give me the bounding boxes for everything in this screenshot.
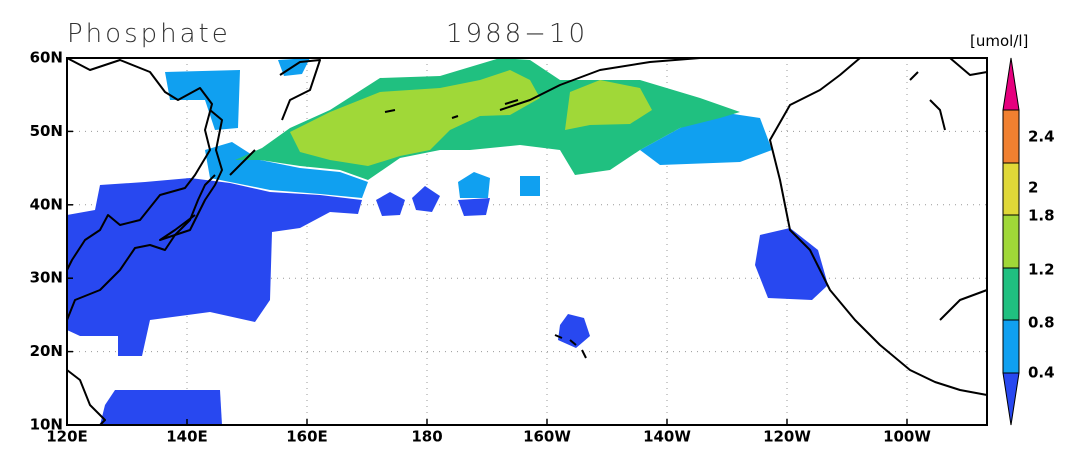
title: Phosphate [67,19,231,49]
field-mid [520,176,540,196]
field-high [565,80,652,130]
unit: [umol/l] [970,32,1028,50]
field-low [412,186,440,212]
colorbar-label: 2.4 [1028,128,1055,146]
x-tick-label: 120W [763,428,811,446]
x-tick-label: 100W [883,428,931,446]
x-tick-label: 160E [286,428,328,446]
colorbar-swatch [1002,214,1020,269]
x-tick-label: 140E [166,428,208,446]
field-mid [458,172,490,198]
y-tick-label: 10N [30,416,63,434]
field-low [67,178,362,356]
labels: 120E 140E 160E 180 160W 140W 120W 100W 60N 50N 40N… [30,49,1055,446]
colorbar-label: 1.8 [1028,207,1055,225]
map-frame [66,57,988,426]
y-tick-label: 20N [30,342,63,360]
field-low [458,198,490,216]
field-mid [640,112,772,165]
x-tick-label: 160W [523,428,571,446]
x-tick-label: 140W [643,428,691,446]
colorbar-label: 2 [1028,179,1038,197]
field-mid [165,70,240,130]
colorbar-swatch [1002,57,1020,111]
colorbar-swatch [1002,162,1020,216]
colorbar-label: 0.4 [1028,364,1055,382]
y-tick-label: 40N [30,195,63,213]
fields [67,58,828,425]
colorbar [1002,57,1020,426]
colorbar-label: 0.8 [1028,314,1055,332]
colorbar-swatch [1002,319,1020,374]
field-low [755,228,828,300]
colorbar-swatch [1002,372,1020,426]
field-low [376,192,405,216]
coastlines [66,57,988,426]
colorbar-label: 1.2 [1028,261,1055,279]
y-tick-label: 60N [30,49,63,67]
field-low [558,314,590,348]
x-tick-label: 120E [46,428,88,446]
field-low [100,390,222,425]
y-tick-label: 50N [30,122,63,140]
x-tick-label: 180 [411,428,442,446]
date: 1988−10 [446,19,588,49]
colorbar-swatch [1002,267,1020,321]
field-high [290,70,540,166]
colorbar-swatch [1002,109,1020,164]
y-tick-label: 30N [30,269,63,287]
